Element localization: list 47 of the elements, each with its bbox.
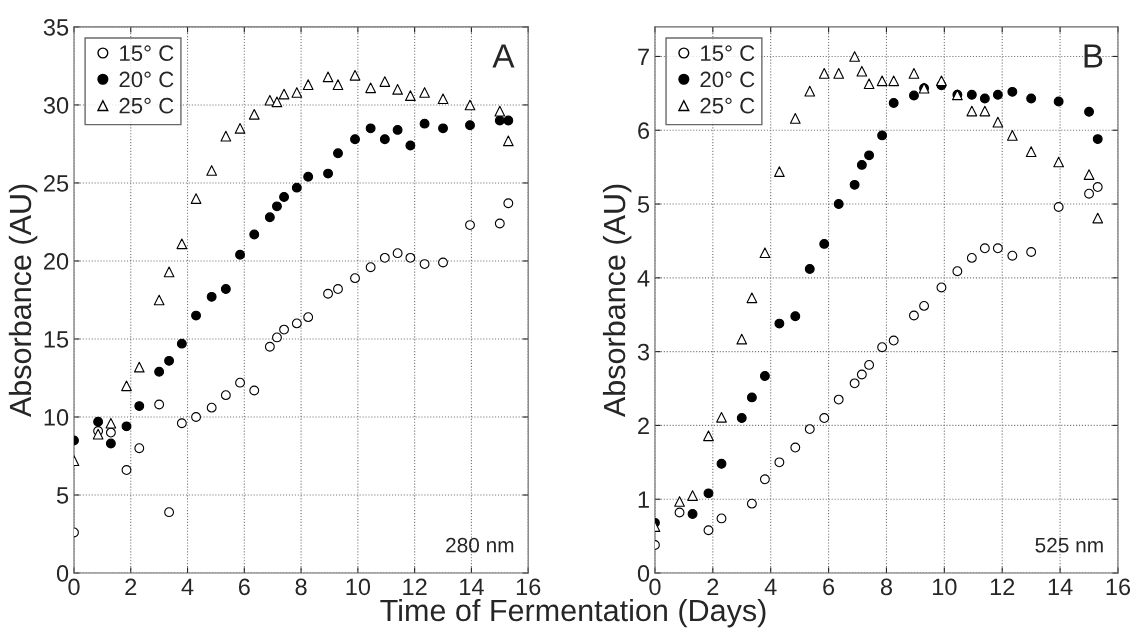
- x-tick-label: 14: [460, 578, 484, 595]
- annotation: B: [1084, 44, 1103, 68]
- legend-label: 20° C: [700, 71, 755, 88]
- y-tick-label: 5: [637, 196, 650, 213]
- x-tick-label: 6: [238, 578, 250, 596]
- y-tick-label: 35: [43, 18, 69, 36]
- y-tick-label: 7: [638, 48, 649, 65]
- x-tick-label: 10: [346, 578, 371, 596]
- y-tick-label: 15: [44, 331, 69, 348]
- x-tick-label: 0: [649, 578, 661, 596]
- y-tick-label: 0: [637, 565, 650, 582]
- y-axis-title: Absorbance (AU): [8, 184, 38, 418]
- legend-label: 25° C: [700, 97, 755, 114]
- annotation: 280 nm: [446, 537, 514, 553]
- x-tick-label: 12: [403, 578, 427, 595]
- y-tick-label: 20: [44, 253, 69, 270]
- x-tick-label: 4: [764, 578, 777, 595]
- x-tick-label: 12: [990, 578, 1015, 595]
- y-tick-label: 30: [43, 97, 69, 114]
- x-tick-label: 8: [880, 578, 892, 596]
- x-tick-label: 14: [1048, 578, 1073, 595]
- legend-label: 15° C: [701, 45, 755, 62]
- legend-label: 20° C: [119, 71, 174, 88]
- y-tick-label: 5: [56, 487, 69, 504]
- x-axis-title: Time of Fermentation (Days): [380, 598, 766, 628]
- annotation: A: [492, 44, 515, 68]
- y-axis-title: Absorbance (AU): [602, 184, 632, 418]
- y-tick-label: 25: [44, 175, 69, 192]
- x-tick-label: 4: [181, 578, 194, 595]
- x-tick-label: 6: [823, 578, 835, 596]
- y-tick-label: 0: [56, 565, 69, 582]
- y-tick-label: 4: [637, 270, 650, 287]
- legend-label: 15° C: [120, 45, 174, 62]
- y-tick-label: 1: [638, 491, 649, 508]
- legend-label: 25° C: [119, 97, 174, 114]
- y-tick-label: 3: [637, 343, 650, 361]
- x-tick-label: 0: [68, 578, 80, 596]
- x-tick-label: 8: [295, 578, 307, 596]
- y-tick-label: 6: [638, 122, 650, 140]
- x-tick-label: 2: [707, 578, 719, 595]
- annotation: 525 nm: [1035, 537, 1103, 553]
- y-tick-label: 10: [44, 409, 69, 426]
- x-tick-label: 16: [516, 578, 541, 596]
- x-tick-label: 2: [125, 578, 137, 595]
- y-tick-label: 2: [638, 417, 649, 434]
- x-tick-label: 10: [933, 578, 957, 596]
- x-tick-label: 16: [1106, 578, 1131, 596]
